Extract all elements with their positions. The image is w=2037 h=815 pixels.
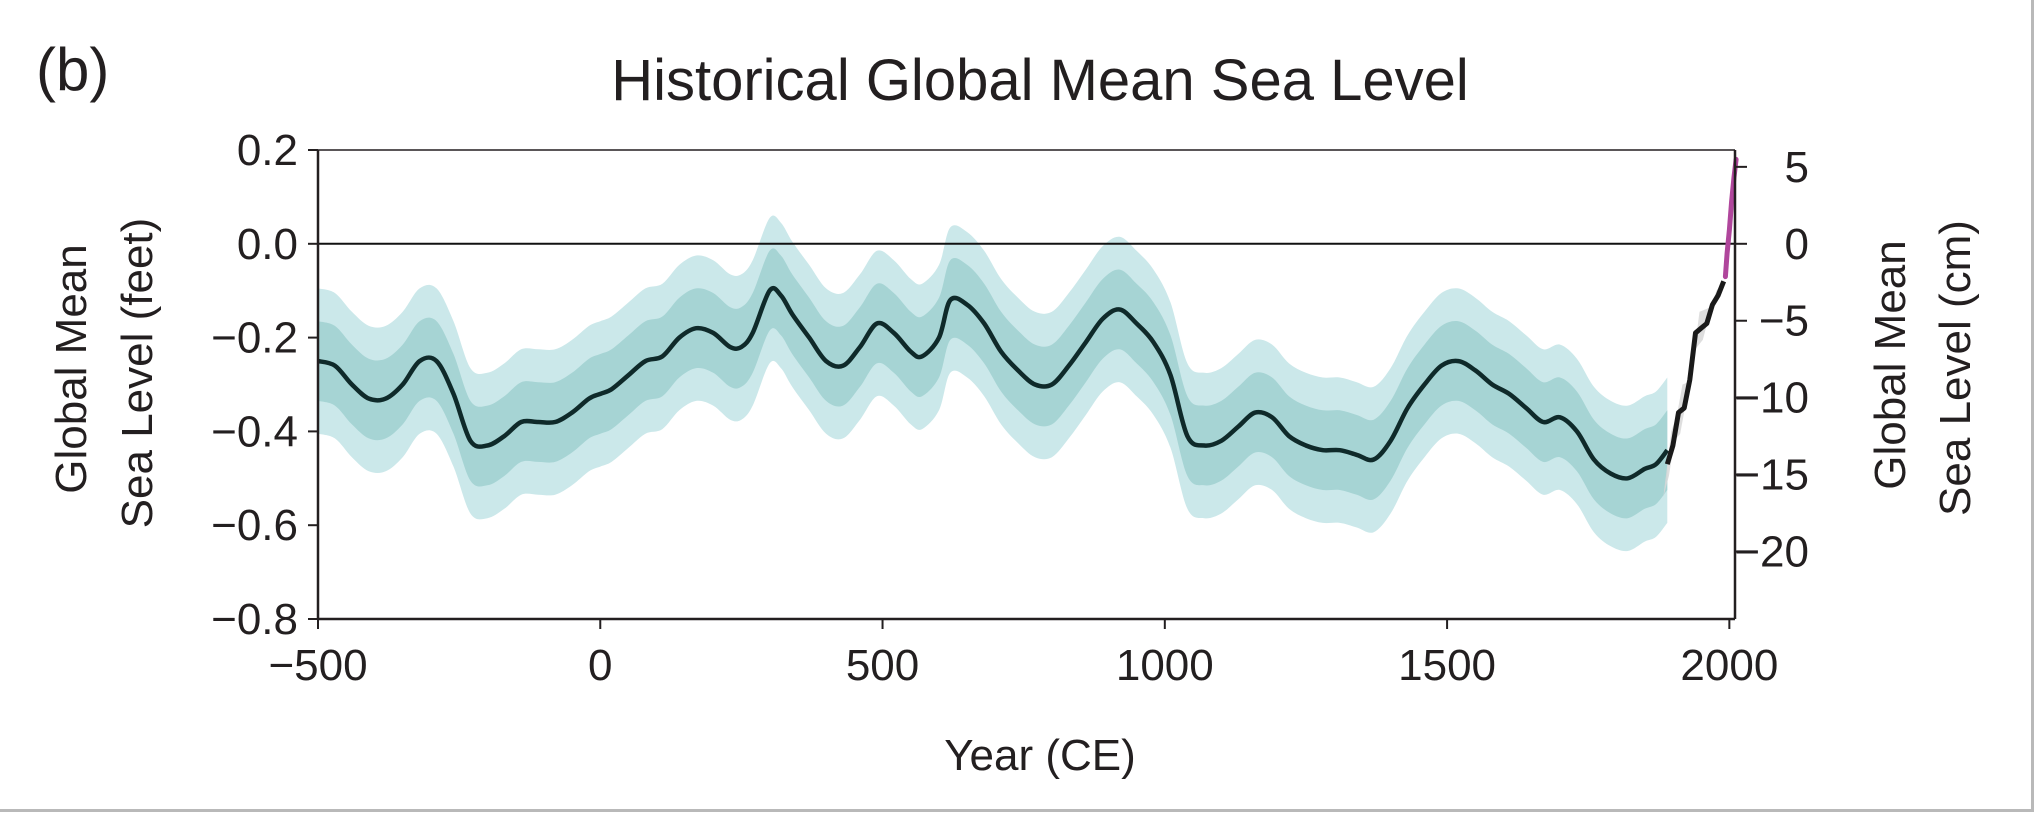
tide-gauge-uncertainty-band — [1663, 271, 1728, 498]
y-tick-label-right: −5 — [1759, 297, 1809, 346]
proxy-reconstruction-line — [317, 285, 1670, 481]
x-tick-label: −500 — [268, 641, 367, 690]
y-axis-title-left-line2: Sea Level (feet) — [113, 218, 162, 529]
y-tick-label-left: 0.0 — [237, 220, 298, 269]
y-axis-title-right-line2: Sea Level (cm) — [1931, 220, 1980, 516]
x-tick-label: 2000 — [1680, 641, 1778, 690]
y-tick-label-left: −0.4 — [211, 407, 298, 456]
x-tick-label: 1500 — [1398, 641, 1496, 690]
y-tick-label-left: −0.2 — [211, 314, 298, 363]
y-tick-label-right: 5 — [1785, 143, 1809, 192]
plot-area: 0.2 0.0 −0.2 −0.4 −0.6 −0.8 5 0 −5 −10 −15 −20 −500 0… — [211, 126, 1809, 690]
y-axis-title-left-line1: Global Mean — [47, 244, 96, 493]
x-tick-label: 500 — [846, 641, 919, 690]
x-axis-title: Year (CE) — [944, 731, 1136, 780]
x-tick-label: 1000 — [1116, 641, 1214, 690]
y-tick-label-right: −10 — [1734, 374, 1809, 423]
y-tick-label-right: 0 — [1785, 220, 1809, 269]
x-tick-label: 0 — [588, 641, 612, 690]
y-axis-title-right-line1: Global Mean — [1866, 240, 1915, 489]
y-tick-label-right: −20 — [1734, 528, 1809, 577]
y-tick-label-right: −15 — [1734, 451, 1809, 500]
chart-title: Historical Global Mean Sea Level — [611, 48, 1469, 113]
y-tick-label-left: 0.2 — [237, 126, 298, 175]
tide-gauge-line — [1664, 280, 1727, 465]
y-tick-label-left: −0.8 — [211, 595, 298, 644]
y-tick-label-left: −0.6 — [211, 501, 298, 550]
panel-label: (b) — [36, 36, 109, 103]
